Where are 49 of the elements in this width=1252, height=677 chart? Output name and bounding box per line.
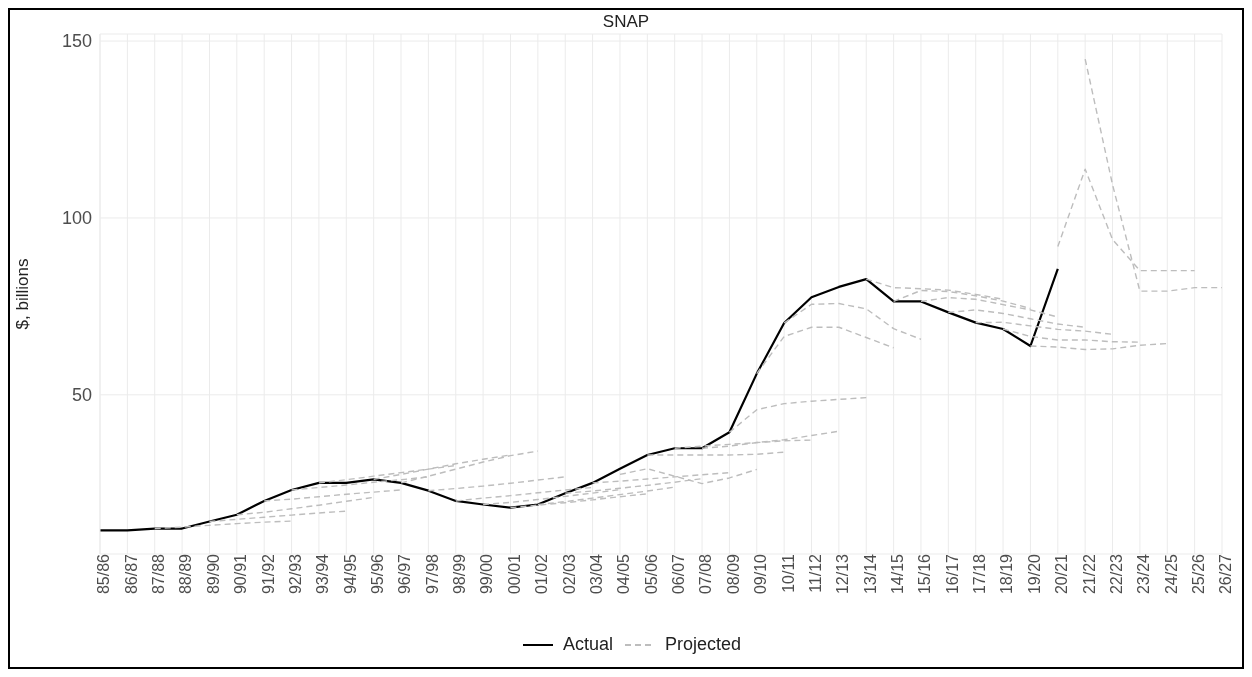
x-tick-label: 98/99 — [451, 553, 469, 595]
x-tick-label: 09/10 — [752, 553, 770, 595]
legend-label: Actual — [562, 634, 613, 655]
x-tick-label: 05/06 — [642, 553, 660, 595]
x-tick-label: 95/96 — [369, 553, 387, 595]
x-tick-label: 00/01 — [505, 553, 523, 595]
x-tick-label: 07/08 — [697, 553, 715, 595]
x-tick-label: 13/14 — [861, 553, 879, 595]
x-tick-label: 02/03 — [560, 553, 578, 595]
x-tick-label: 06/07 — [670, 553, 688, 595]
x-tick-label: 23/24 — [1135, 553, 1153, 595]
x-tick-label: 25/26 — [1189, 553, 1207, 595]
x-tick-label: 26/27 — [1217, 553, 1235, 595]
y-axis-title: $, billions — [13, 258, 33, 330]
x-tick-label: 85/86 — [95, 553, 113, 595]
x-tick-label: 88/89 — [177, 553, 195, 595]
x-tick-label: 21/22 — [1080, 553, 1098, 595]
x-tick-label: 97/98 — [423, 553, 441, 595]
x-tick-label: 19/20 — [1025, 553, 1043, 595]
x-tick-label: 86/87 — [122, 553, 140, 595]
x-tick-label: 20/21 — [1053, 553, 1071, 595]
y-tick-label: 100 — [61, 208, 92, 229]
x-tick-label: 22/23 — [1107, 553, 1125, 595]
x-tick-label: 24/25 — [1162, 553, 1180, 595]
x-tick-label: 08/09 — [724, 553, 742, 595]
x-tick-label: 11/12 — [806, 553, 824, 593]
x-tick-label: 04/05 — [615, 553, 633, 595]
x-tick-label: 12/13 — [834, 553, 852, 595]
x-tick-label: 93/94 — [314, 553, 332, 595]
x-tick-label: 89/90 — [204, 553, 222, 595]
x-tick-label: 92/93 — [286, 553, 304, 595]
x-tick-label: 14/15 — [888, 553, 906, 595]
x-tick-label: 90/91 — [232, 553, 250, 595]
chart-title: SNAP — [601, 12, 651, 32]
x-tick-label: 15/16 — [916, 553, 934, 595]
x-tick-label: 91/92 — [259, 553, 277, 595]
x-tick-label: 01/02 — [533, 553, 551, 595]
x-tick-label: 10/11 — [779, 553, 797, 593]
y-tick-label: 150 — [61, 31, 92, 52]
x-tick-label: 18/19 — [998, 553, 1016, 595]
x-tick-label: 96/97 — [396, 553, 414, 595]
legend-label: Projected — [664, 634, 742, 655]
x-tick-label: 94/95 — [341, 553, 359, 595]
x-tick-label: 99/00 — [478, 553, 496, 595]
x-tick-label: 16/17 — [943, 553, 961, 595]
y-tick-label: 50 — [71, 385, 92, 406]
x-tick-label: 17/18 — [971, 553, 989, 595]
x-tick-label: 87/88 — [150, 553, 168, 595]
x-tick-label: 03/04 — [587, 553, 605, 595]
